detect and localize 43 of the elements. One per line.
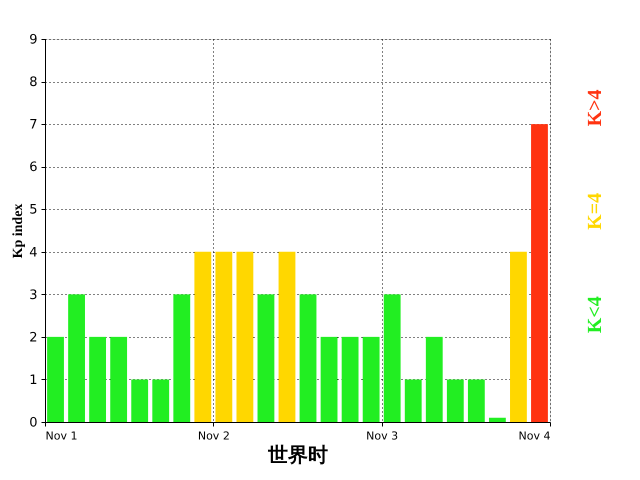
x-tick-label: Nov 1 — [46, 430, 78, 442]
bar — [362, 336, 380, 422]
bar — [152, 379, 170, 422]
bar — [384, 294, 401, 422]
y-tick-label: 1 — [29, 372, 38, 388]
bar — [320, 336, 338, 422]
text: K<4 — [584, 296, 606, 334]
bar — [215, 252, 232, 422]
bar — [468, 379, 485, 422]
bar — [236, 252, 254, 422]
y-tick-label: 7 — [29, 118, 38, 133]
bar — [278, 252, 296, 422]
y-tick-label: 4 — [29, 245, 38, 260]
bar — [89, 336, 106, 422]
bar — [194, 252, 212, 422]
x-tick-label: Nov 2 — [198, 430, 230, 442]
bar — [426, 336, 443, 422]
y-tick-label: 5 — [29, 202, 38, 218]
bar — [342, 336, 359, 422]
y-tick-label: 6 — [29, 160, 38, 176]
bar — [68, 294, 85, 422]
bar — [404, 379, 422, 422]
bar — [510, 252, 527, 422]
x-axis-title: 世界时 — [267, 442, 328, 466]
bar — [300, 294, 316, 422]
y-tick-label: 2 — [29, 330, 38, 346]
bar — [131, 379, 148, 422]
text: K>4 — [584, 89, 606, 126]
bar — [110, 336, 128, 422]
y-axis-title: Kp index — [11, 204, 26, 258]
y-tick-label: 3 — [29, 288, 38, 303]
x-tick-label: Nov 3 — [366, 430, 398, 442]
bar — [258, 294, 274, 422]
y-tick-label: 8 — [29, 75, 38, 90]
bar — [488, 418, 506, 422]
text: K=4 — [584, 192, 606, 230]
bar — [47, 336, 64, 422]
y-tick-label: 9 — [29, 32, 38, 48]
y-tick-label: 0 — [29, 416, 38, 430]
bar — [531, 124, 548, 422]
x-tick-label: Nov 4 — [518, 430, 550, 442]
bar — [173, 294, 190, 422]
bar — [446, 379, 464, 422]
